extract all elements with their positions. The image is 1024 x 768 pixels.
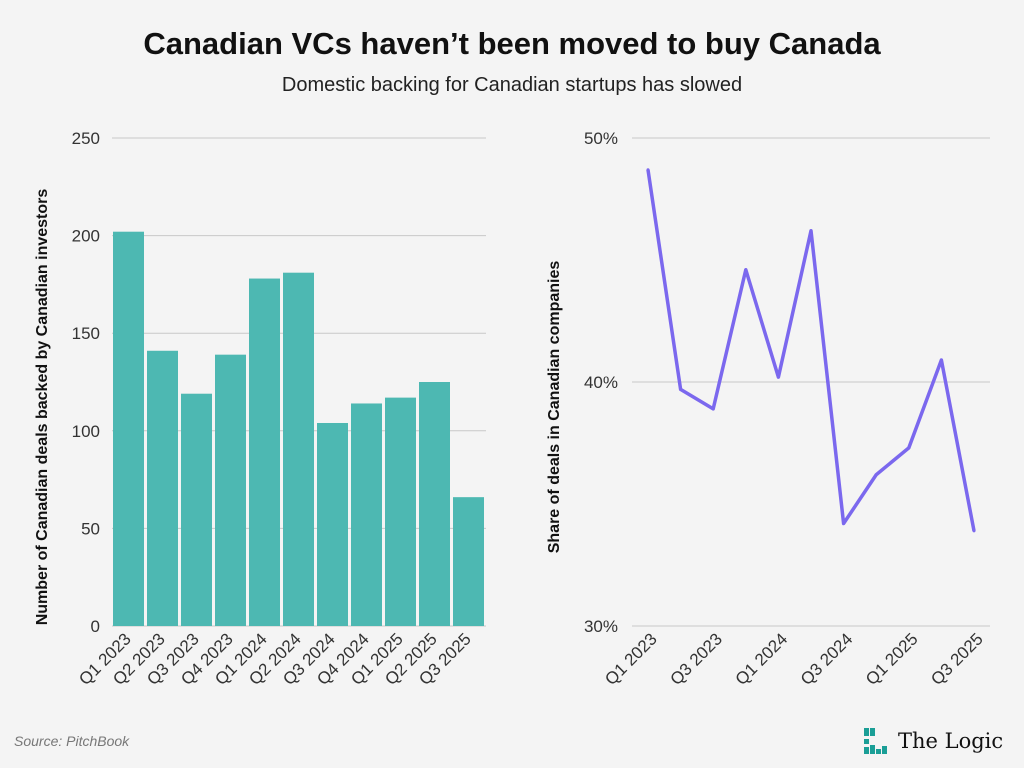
bar	[419, 382, 450, 626]
bar	[113, 231, 144, 627]
bar	[181, 393, 212, 626]
line-point	[874, 473, 878, 477]
line-y-axis-label: Share of deals in Canadian companies	[546, 261, 563, 554]
line-y-tick-label: 40%	[584, 373, 618, 392]
bar	[351, 403, 382, 626]
bar-y-tick-label: 50	[81, 519, 100, 538]
line-point	[809, 229, 813, 233]
bar-y-tick-label: 250	[72, 129, 100, 148]
logo: The Logic	[864, 728, 1003, 754]
bar	[283, 272, 314, 626]
line-x-tick-label: Q1 2024	[732, 629, 792, 689]
line-x-tick-label: Q3 2023	[666, 629, 726, 689]
line-point	[646, 168, 650, 172]
bar	[215, 354, 246, 626]
line-point	[907, 446, 911, 450]
bar-y-axis-label: Number of Canadian deals backed by Canad…	[34, 189, 51, 626]
line-point	[939, 358, 943, 362]
logo-icon	[864, 728, 887, 754]
line-x-tick-label: Q1 2023	[601, 629, 661, 689]
bar	[317, 422, 348, 626]
logo-text: The Logic	[898, 729, 1004, 753]
line-point	[776, 375, 780, 379]
bar-y-tick-label: 0	[91, 617, 100, 636]
bar-y-tick-label: 200	[72, 227, 100, 246]
bar	[249, 278, 280, 626]
line-point	[744, 268, 748, 272]
line-point	[972, 529, 976, 533]
chart-subtitle: Domestic backing for Canadian startups h…	[281, 74, 743, 96]
bar	[385, 397, 416, 626]
line-x-tick-label: Q3 2024	[797, 629, 857, 689]
line-x-tick-label: Q1 2025	[862, 629, 922, 689]
line-series	[646, 169, 976, 532]
bar-y-tick-label: 150	[72, 324, 100, 343]
line-point	[842, 522, 846, 526]
bar	[453, 497, 484, 626]
line-point	[711, 407, 715, 411]
line-x-tick-label: Q3 2025	[927, 629, 987, 689]
bar-y-tick-label: 100	[72, 422, 100, 441]
chart-title: Canadian VCs haven’t been moved to buy C…	[143, 26, 881, 61]
line-y-tick-label: 50%	[584, 129, 618, 148]
source-note: Source: PitchBook	[14, 733, 130, 749]
bar	[147, 350, 178, 626]
line-point	[679, 387, 683, 391]
line-y-tick-label: 30%	[584, 617, 618, 636]
